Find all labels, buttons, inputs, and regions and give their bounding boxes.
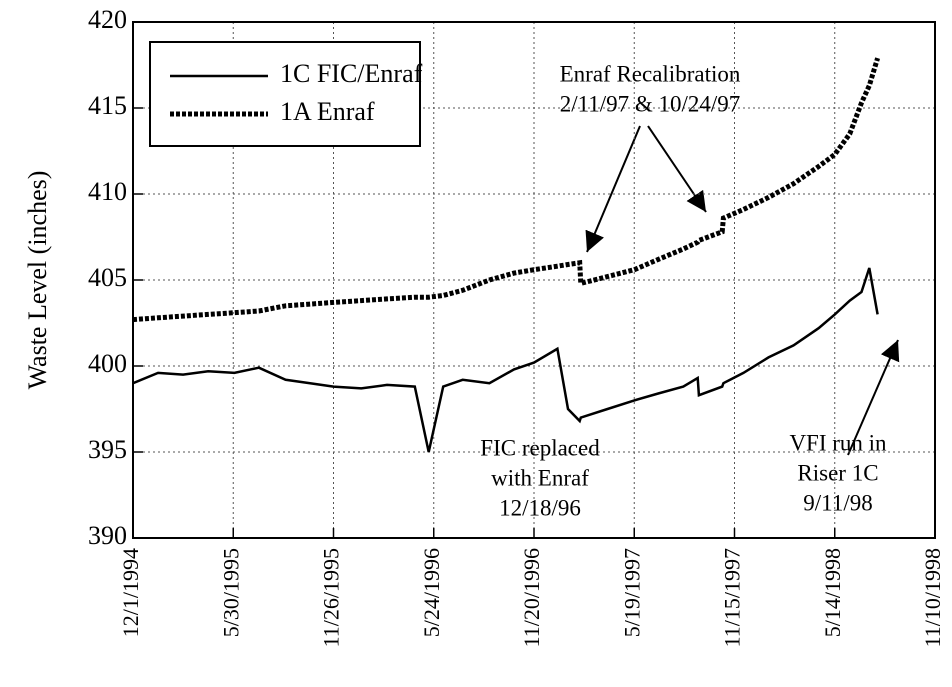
x-tick-label: 5/30/1995 [218, 548, 243, 637]
y-axis-label: Waste Level (inches) [23, 171, 52, 390]
y-tick-label: 405 [88, 263, 127, 292]
series-line [132, 57, 880, 323]
x-tick-label: 5/24/1996 [419, 548, 444, 637]
x-tick-label: 12/1/1994 [118, 548, 143, 637]
annotation: FIC replaced [480, 435, 600, 460]
x-tick-label: 11/10/1998 [920, 548, 945, 647]
series-line [132, 267, 879, 453]
legend-label: 1A Enraf [280, 97, 375, 126]
y-tick-label: 395 [88, 435, 127, 464]
x-tick-label: 5/14/1998 [820, 548, 845, 637]
x-tick-label: 5/19/1997 [619, 548, 644, 637]
legend-label: 1C FIC/Enraf [280, 59, 423, 88]
annotation: VFI run in [789, 430, 887, 455]
x-tick-label: 11/15/1997 [720, 548, 745, 647]
y-tick-label: 420 [88, 5, 127, 34]
annotation: Enraf Recalibration [560, 61, 741, 86]
y-tick-label: 390 [88, 521, 127, 550]
plot-frame [132, 21, 936, 539]
annotation: Riser 1C [797, 460, 878, 485]
y-tick-label: 410 [88, 177, 127, 206]
annotation-arrows [585, 125, 900, 456]
y-tick-label: 400 [88, 349, 127, 378]
y-tick-label: 415 [88, 91, 127, 120]
annotation: with Enraf [491, 465, 589, 490]
legend-box [149, 41, 421, 147]
annotation: 2/11/97 & 10/24/97 [560, 91, 741, 116]
annotation: 12/18/96 [499, 495, 581, 520]
annotation: 9/11/98 [803, 490, 872, 515]
x-tick-label: 11/20/1996 [519, 548, 544, 647]
x-tick-label: 11/26/1995 [319, 548, 344, 647]
